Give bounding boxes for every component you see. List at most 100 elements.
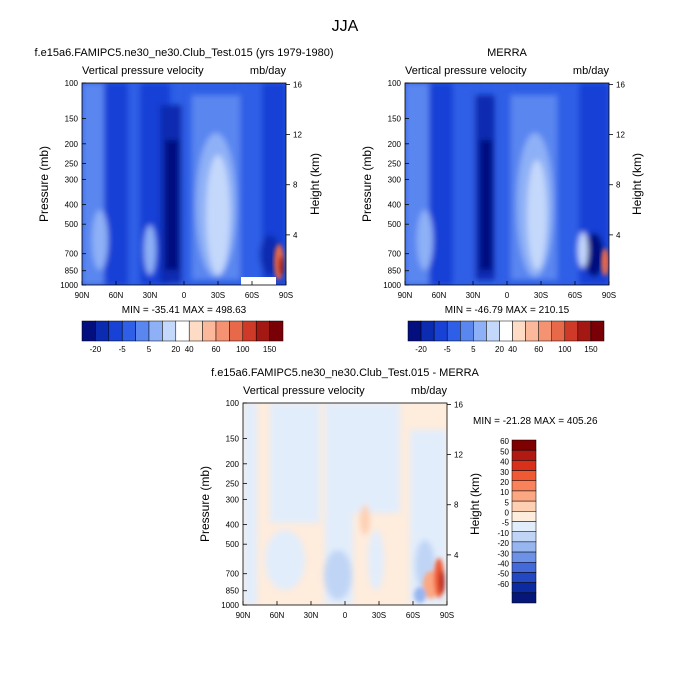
panel-difference-y-tick-label: 250	[226, 479, 240, 488]
panel-merra-colorbar-box	[407, 320, 422, 342]
panel-model-height-tick-label: 8	[293, 181, 298, 190]
panel-difference-height-tick-label: 4	[454, 551, 459, 560]
panel-difference-y-tick-label: 850	[226, 587, 240, 596]
panel-model-colorbar-box	[121, 320, 136, 342]
panel-model-y-tick-label: 400	[65, 201, 79, 210]
panel-merra-colorbar-box	[486, 320, 500, 342]
panel-merra-colorbar-label: -20	[415, 345, 427, 354]
panel-model-x-tick-label: 60N	[109, 291, 124, 300]
panel-model-y-tick-label: 500	[65, 220, 79, 229]
panel-difference-colorbar-label: -30	[497, 549, 509, 558]
panel-model-ylabel-right: Height (km)	[308, 153, 322, 215]
panel-merra-y-tick-label: 200	[388, 140, 402, 149]
panel-merra-colorbar-box	[473, 320, 487, 342]
panel-merra-subtitle-right: mb/day	[573, 65, 610, 77]
panel-merra-ylabel-right: Height (km)	[630, 153, 644, 215]
panel-difference-colorbar-box	[511, 551, 537, 563]
panel-difference-colorbar-label: 10	[500, 488, 509, 497]
panel-merra-x-tick-label: 0	[505, 291, 510, 300]
panel-model-colorbar-label: 5	[147, 345, 152, 354]
panel-model-subtitle-left: Vertical pressure velocity	[82, 65, 204, 77]
panel-difference-height-tick-label: 16	[454, 400, 463, 409]
panel-model-contour-field	[82, 83, 286, 285]
panel-merra-colorbar-box	[590, 320, 605, 342]
panel-merra-contour-field	[405, 83, 609, 285]
panel-merra-colorbar-label: 150	[584, 345, 598, 354]
panel-difference-x-tick-label: 60N	[270, 611, 285, 620]
panel-model-x-tick-label: 0	[182, 291, 187, 300]
panel-difference-colorbar-label: 40	[500, 458, 509, 467]
panel-merra-y-tick-label: 250	[388, 159, 402, 168]
panel-model-y-tick-label: 200	[65, 140, 79, 149]
panel-difference-y-tick-label: 500	[226, 540, 240, 549]
panel-merra: MERRA Vertical pressure velocity mb/day	[360, 47, 644, 354]
panel-difference-colorbar-box	[511, 449, 537, 461]
panel-model-ylabel: Pressure (mb)	[37, 146, 51, 222]
panel-difference-y-tick-label: 1000	[221, 601, 239, 610]
panel-model-colorbar: -20 -5 5 20 40 60 100 150	[81, 320, 284, 354]
panel-merra-colorbar-box	[564, 320, 579, 342]
panel-merra-y-tick-label: 300	[388, 175, 402, 184]
panel-difference-colorbar-box	[511, 521, 537, 532]
panel-merra-colorbar-label: -5	[444, 345, 452, 354]
panel-difference-x-tick-label: 90N	[236, 611, 251, 620]
panel-difference-height-tick-label: 8	[454, 501, 459, 510]
panel-difference-x-tick-label: 30N	[304, 611, 319, 620]
panel-difference-colorbar-label: 50	[500, 447, 509, 456]
panel-difference-colorbar-box	[511, 592, 537, 604]
panel-model-colorbar-box	[242, 320, 257, 342]
panel-difference-colorbar-box	[511, 582, 537, 594]
panel-difference-colorbar-box	[511, 541, 537, 553]
panel-merra-height-tick-label: 8	[616, 181, 621, 190]
page-title: JJA	[332, 18, 359, 35]
panel-difference-colorbar-box	[511, 562, 537, 573]
panel-model-x-tick-label: 90N	[75, 291, 90, 300]
panel-model-subtitle-right: mb/day	[250, 65, 287, 77]
panel-difference-colorbar-box	[511, 572, 537, 583]
panel-model-colorbar-box	[95, 320, 110, 342]
panel-difference-colorbar-box	[511, 460, 537, 471]
panel-difference-colorbar-label: -60	[497, 580, 509, 589]
panel-merra-x-tick-label: 60S	[568, 291, 582, 300]
panel-model-y-tick-label: 1000	[60, 281, 78, 290]
panel-merra-y-tick-label: 100	[388, 79, 402, 88]
panel-merra-colorbar-box	[433, 320, 448, 342]
panel-difference-colorbar-label: 0	[505, 509, 510, 518]
panel-merra-ylabel: Pressure (mb)	[360, 146, 374, 222]
panel-model-y-tick-label: 700	[65, 250, 79, 259]
panel-difference-ylabel-right: Height (km)	[468, 473, 482, 535]
panel-difference-colorbar-label: -40	[497, 559, 509, 568]
panel-merra-colorbar-box	[446, 320, 461, 342]
panel-model-y-tick-label: 850	[65, 267, 79, 276]
panel-model-colorbar-label: -5	[119, 345, 127, 354]
panel-model-x-tick-label: 60S	[245, 291, 259, 300]
panel-model-y-tick-label: 300	[65, 175, 79, 184]
panel-difference-colorbar-label: 60	[500, 437, 509, 446]
panel-model-x-tick-label: 30N	[143, 291, 158, 300]
panel-model-height-tick-label: 4	[293, 231, 298, 240]
panel-difference-colorbar-label: -10	[497, 529, 509, 538]
panel-model-colorbar-box	[269, 320, 284, 342]
panel-merra-y-tick-label: 400	[388, 201, 402, 210]
panel-difference-colorbar-box	[511, 439, 537, 451]
panel-model-x-tick-label: 90S	[279, 291, 293, 300]
panel-merra-colorbar-box	[420, 320, 435, 342]
panel-model-y-tick-label: 150	[65, 115, 79, 124]
panel-difference-height-tick-label: 12	[454, 451, 463, 460]
panel-merra-y-tick-label: 500	[388, 220, 402, 229]
panel-merra-colorbar-label: 40	[508, 345, 517, 354]
panel-difference-y-tick-label: 200	[226, 460, 240, 469]
panel-model-colorbar-label: 150	[263, 345, 277, 354]
panel-merra-colorbar-box	[551, 320, 566, 342]
panel-merra-x-tick-label: 30S	[534, 291, 548, 300]
panel-merra-colorbar-label: 5	[471, 345, 476, 354]
panel-merra-y-tick-label: 850	[388, 267, 402, 276]
panel-difference-colorbar-box	[511, 511, 537, 522]
panel-merra-colorbar: -20 -5 5 20 40 60 100 150	[407, 320, 605, 354]
panel-model-stats: MIN = -35.41 MAX = 498.63	[122, 305, 247, 316]
panel-merra-x-tick-label: 30N	[466, 291, 481, 300]
panel-model-title: f.e15a6.FAMIPC5.ne30_ne30.Club_Test.015 …	[34, 47, 333, 59]
panel-difference-colorbar-label: -5	[502, 519, 510, 528]
panel-model-colorbar-label: -20	[90, 345, 102, 354]
